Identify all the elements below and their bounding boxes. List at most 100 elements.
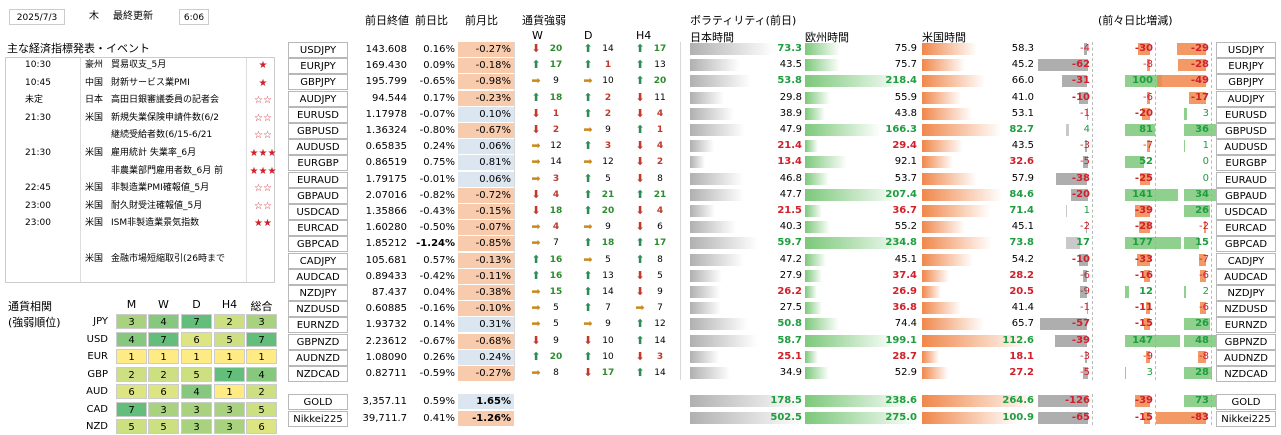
event-importance-stars: ☆☆ [254,183,272,195]
diff-value: -33 [1134,253,1153,265]
volatility-cell: 207.4 [805,188,919,202]
event-name: 非農業部門雇用者数_6月 前 [111,165,224,176]
diff-bar [1071,188,1088,201]
diff-bar [1134,205,1150,217]
diff-value: 15 [1195,237,1209,249]
diff-bar [1038,395,1088,407]
volatility-bar [922,205,990,217]
volatility-cell: 36.7 [805,204,919,218]
diff-cell: -11 [1093,301,1156,316]
volatility-bar [922,286,942,298]
volatility-bar [922,253,974,266]
event-country: 中国 [85,77,104,88]
close-price: 169.430 [365,60,407,72]
diff-value: 100 [1132,75,1153,87]
event-row: 10:30 豪州 貿易収支_5月 ★ [9,57,273,74]
correlation-rank: 1 [214,349,245,364]
pair-label-left: GOLD [288,394,348,410]
diff-value: -38 [1071,172,1090,184]
diff-cell: 0 [1156,171,1212,186]
volatility-bar [922,75,985,88]
arrow-down-icon: ⬇ [635,285,645,298]
monthly-change: -0.11% [458,268,514,284]
arrow-up-icon: ⬆ [531,349,541,363]
monthly-change: 0.06% [458,139,514,155]
correlation-rank: 1 [181,349,212,364]
diff-value: 48 [1195,334,1209,346]
strength-value: 2 [604,92,612,103]
volatility-cell: 40.3 [690,220,804,234]
diff-bar [1147,140,1150,153]
diff-value: -30 [1134,43,1153,54]
event-row: 21:30 米国 雇用統計 失業率_6月 ★★★ [9,145,276,162]
diff-bar [1055,334,1088,347]
monthly-change: -0.10% [458,301,514,317]
volatility-value: 73.3 [777,43,802,54]
separator-line [514,42,515,380]
correlation-rank: 3 [116,314,147,329]
diff-bar [1184,124,1221,136]
volatility-value: 178.5 [770,395,802,406]
volatility-value: 55.2 [894,221,917,233]
daily-change: 0.26% [423,351,455,363]
diff-value: -5 [1080,367,1090,378]
strength-value: 1 [604,60,612,71]
strength-value: 9 [605,222,611,233]
volatility-cell: 32.6 [922,155,1036,169]
monthly-change: -0.68% [458,333,514,349]
event-country: 豪州 [85,60,104,70]
arrow-up-icon: ⬆ [635,366,645,379]
monthly-change: -0.23% [458,90,514,106]
volatility-value: 21.5 [777,205,802,216]
volatility-bar [805,91,831,104]
diff-value: -57 [1071,318,1090,330]
strength-value: 2 [604,108,612,119]
diff-bar [1056,172,1088,185]
volatility-cell: 29.4 [805,139,919,153]
volatility-cell: 84.6 [922,188,1036,202]
diff-value: -39 [1134,205,1153,216]
diff-bar [1184,107,1188,120]
volatility-value: 53.8 [777,75,802,87]
strength-value: 10 [602,76,614,87]
arrow-right-icon: ➡ [531,139,541,153]
daily-change: -0.59% [419,368,455,379]
diff-cell: -10 [1038,252,1093,267]
volatility-bar [805,395,914,407]
diff-cell: -28 [1156,58,1212,73]
event-time: 22:45 [25,183,51,194]
arrow-down-icon: ⬇ [635,139,645,153]
diff-cell: -4 [1038,42,1093,56]
event-importance-stars: ★ [258,77,268,89]
strength-value: 14 [654,368,666,378]
pair-label-left: GBPUSD [288,123,348,139]
w-header: W [532,29,543,42]
correlation-col-header: H4 [221,298,238,311]
diff-bar [1184,286,1187,298]
diff-value: -17 [1190,91,1209,103]
diff-cell: 147 [1093,333,1181,348]
event-name: 高田日銀審議委員の記者会 [111,95,220,106]
diff-cell: -7 [1156,252,1212,267]
update-time: 6:06 [179,9,209,25]
correlation-rank: 6 [246,419,277,434]
strength-value: 10 [602,351,614,362]
correlation-rank: 3 [181,401,212,417]
volatility-cell: 234.8 [805,236,919,250]
volatility-bar [805,124,881,136]
volatility-cell: 65.7 [922,317,1036,331]
diff-value: 28 [1195,367,1209,378]
correlation-rank: 3 [246,314,277,329]
diff-bar [1177,43,1207,55]
volatility-value: 41.0 [1011,91,1034,103]
diff-cell: 12 [1093,285,1156,299]
volatility-bar [805,221,831,234]
pair-label-left: EURCAD [288,220,348,237]
strength-value: 18 [601,238,615,249]
volatility-value: 27.2 [1009,367,1034,378]
diff-value: -6 [1143,91,1153,103]
diff-cell: -20 [1038,187,1093,202]
diff-value: -31 [1071,75,1090,87]
volatility-cell: 82.7 [922,123,1036,137]
volatility-bar [690,188,745,201]
